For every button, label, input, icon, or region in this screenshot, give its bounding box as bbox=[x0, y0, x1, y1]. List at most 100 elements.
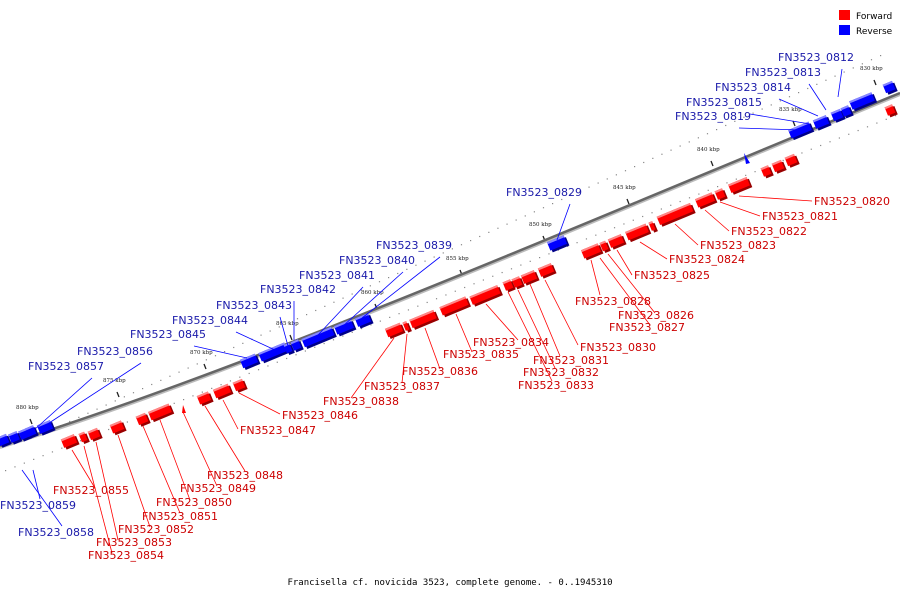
minor-tick bbox=[211, 387, 213, 389]
forward-gene-label: FN3523_0846 bbox=[282, 409, 358, 422]
forward-gene-label: FN3523_0834 bbox=[473, 336, 549, 349]
minor-tick bbox=[351, 293, 353, 295]
minor-tick bbox=[670, 204, 672, 206]
reverse-leader-line bbox=[33, 377, 93, 431]
reverse-leader-line bbox=[556, 203, 571, 241]
reverse-gene-label: FN3523_0857 bbox=[28, 360, 104, 373]
minor-tick bbox=[201, 391, 203, 393]
minor-tick bbox=[660, 208, 662, 210]
minor-tick bbox=[510, 268, 513, 270]
minor-tick bbox=[369, 285, 371, 287]
forward-gene-label: FN3523_0852 bbox=[118, 523, 194, 536]
minor-tick bbox=[761, 108, 763, 110]
reverse-gene-label: FN3523_0844 bbox=[172, 314, 248, 327]
minor-tick bbox=[570, 194, 572, 196]
forward-gene-block bbox=[409, 309, 440, 330]
minor-tick bbox=[470, 240, 472, 242]
minor-tick bbox=[257, 369, 260, 371]
minor-tick bbox=[460, 244, 463, 246]
backbone-shadow bbox=[0, 94, 900, 449]
kbp-tick-mark bbox=[29, 418, 33, 425]
forward-leader-line bbox=[83, 445, 113, 554]
forward-gene-label: FN3523_0825 bbox=[634, 269, 710, 282]
reverse-gene-label: FN3523_0814 bbox=[715, 81, 791, 94]
reverse-leader-line bbox=[837, 68, 843, 98]
forward-gene-label: FN3523_0848 bbox=[207, 469, 283, 482]
reverse-leader-line bbox=[45, 362, 142, 426]
forward-leader-line bbox=[507, 291, 553, 382]
minor-tick bbox=[187, 367, 189, 369]
minor-tick bbox=[370, 324, 372, 326]
legend-label-forward: Forward bbox=[856, 12, 892, 22]
forward-gene-label: FN3523_0833 bbox=[518, 379, 594, 392]
kbp-tick-mark bbox=[289, 334, 293, 341]
kbp-tick-label: 865 kbp bbox=[276, 321, 299, 327]
minor-tick bbox=[585, 238, 588, 240]
forward-leader-line bbox=[719, 201, 761, 217]
minor-tick bbox=[397, 272, 399, 275]
minor-tick bbox=[698, 193, 700, 195]
kbp-tick-label: 850 kbp bbox=[529, 222, 552, 228]
minor-tick bbox=[132, 392, 135, 394]
minor-tick bbox=[688, 197, 691, 199]
minor-tick bbox=[506, 223, 508, 225]
forward-gene-block bbox=[784, 153, 800, 168]
forward-leader-line bbox=[350, 337, 395, 399]
forward-gene-block bbox=[232, 378, 248, 393]
minor-tick bbox=[473, 283, 475, 285]
minor-tick bbox=[451, 248, 453, 250]
minor-tick bbox=[239, 376, 241, 378]
minor-tick bbox=[361, 328, 363, 330]
minor-tick bbox=[205, 359, 207, 361]
forward-gene-label: FN3523_0820 bbox=[814, 195, 890, 208]
minor-tick bbox=[306, 314, 308, 316]
minor-tick bbox=[552, 203, 554, 205]
forward-gene-label: FN3523_0831 bbox=[533, 354, 609, 367]
minor-tick bbox=[342, 297, 344, 299]
forward-gene-label: FN3523_0837 bbox=[364, 380, 440, 393]
minor-tick bbox=[539, 257, 541, 259]
forward-gene-block bbox=[60, 434, 80, 450]
forward-leader-line bbox=[529, 283, 561, 357]
legend-swatch-reverse bbox=[839, 25, 850, 35]
minor-tick bbox=[96, 408, 98, 410]
minor-tick bbox=[417, 305, 419, 307]
minor-tick bbox=[378, 281, 381, 283]
forward-gene-label: FN3523_0828 bbox=[575, 295, 651, 308]
minor-tick bbox=[269, 330, 271, 332]
forward-gene-label: FN3523_0826 bbox=[618, 309, 694, 322]
forward-gene-block bbox=[402, 321, 412, 333]
minor-tick bbox=[735, 178, 737, 180]
minor-tick bbox=[87, 412, 89, 414]
minor-tick bbox=[267, 365, 269, 367]
reverse-gene-block bbox=[744, 153, 750, 164]
minor-tick bbox=[801, 152, 803, 154]
reverse-leader-line bbox=[193, 345, 248, 359]
forward-gene-label: FN3523_0838 bbox=[323, 395, 399, 408]
kbp-tick-mark bbox=[203, 363, 207, 370]
forward-gene-block bbox=[656, 202, 696, 227]
minor-tick bbox=[224, 351, 226, 353]
forward-gene-label: FN3523_0835 bbox=[443, 348, 519, 361]
minor-tick bbox=[652, 157, 654, 159]
minor-tick bbox=[642, 215, 644, 218]
minor-tick bbox=[333, 301, 335, 303]
forward-gene-block bbox=[502, 279, 516, 293]
kbp-tick-label: 830 kbp bbox=[860, 66, 883, 72]
reverse-gene-block bbox=[8, 431, 23, 445]
minor-tick bbox=[529, 260, 531, 262]
forward-gene-label: FN3523_0821 bbox=[762, 210, 838, 223]
forward-gene-block bbox=[520, 270, 540, 286]
forward-gene-label: FN3523_0824 bbox=[669, 253, 745, 266]
reverse-gene-label: FN3523_0819 bbox=[675, 110, 751, 123]
reverse-gene-block bbox=[301, 326, 337, 350]
minor-tick bbox=[745, 174, 747, 176]
minor-tick bbox=[520, 264, 522, 266]
forward-gene-block bbox=[182, 405, 186, 413]
forward-gene-block bbox=[884, 104, 898, 118]
forward-gene-block bbox=[384, 322, 406, 339]
minor-tick bbox=[779, 100, 781, 102]
reverse-gene-label: FN3523_0841 bbox=[299, 269, 375, 282]
minor-tick bbox=[670, 149, 672, 151]
forward-gene-block bbox=[212, 383, 234, 400]
